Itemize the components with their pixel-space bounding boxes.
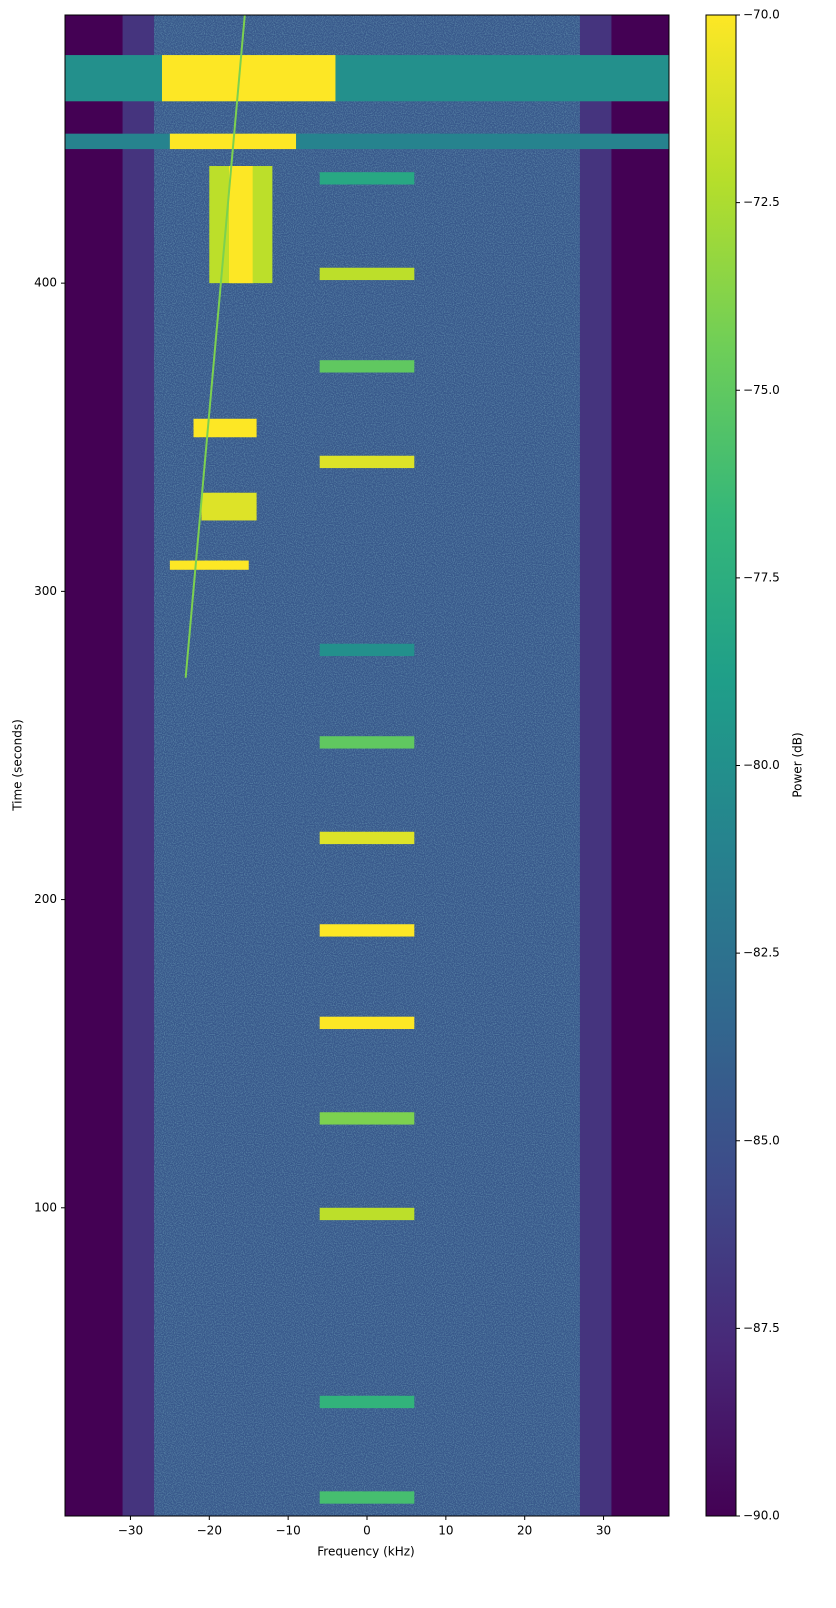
colorbar-tick-label: −82.5	[743, 946, 780, 960]
spectral-region	[319, 1491, 415, 1504]
colorbar-tick-label: −77.5	[743, 570, 780, 584]
colorbar-tick-label: −75.0	[743, 383, 780, 397]
spectral-region	[169, 560, 249, 570]
spectral-region	[161, 55, 336, 102]
y-tick-label: 400	[34, 276, 57, 290]
x-axis-label: Frequency (kHz)	[317, 1545, 414, 1559]
colorbar-tick-label: −87.5	[743, 1321, 780, 1335]
colorbar	[705, 14, 737, 1517]
x-tick-label: 0	[363, 1524, 371, 1538]
spectral-region	[65, 55, 669, 102]
x-tick-label: −20	[197, 1524, 222, 1538]
spectral-region	[319, 360, 415, 373]
spectral-region	[319, 924, 415, 937]
spectral-region	[193, 418, 257, 438]
y-tick-label: 300	[34, 584, 57, 598]
drift-track	[184, 14, 246, 678]
colorbar-tick-label: −85.0	[743, 1133, 780, 1147]
y-axis-label: Time (seconds)	[11, 719, 25, 812]
x-tick-label: −30	[118, 1524, 143, 1538]
x-tick-label: 20	[517, 1524, 532, 1538]
colorbar-label: Power (dB)	[791, 732, 805, 797]
colorbar-tick-label: −70.0	[743, 8, 780, 22]
spectral-region	[201, 492, 257, 521]
spectral-region	[319, 643, 415, 657]
x-tick-label: −10	[275, 1524, 300, 1538]
plot-area	[65, 14, 669, 1516]
x-tick-label: 10	[438, 1524, 453, 1538]
spectral-region	[319, 736, 415, 749]
colorbar-tick-label: −80.0	[743, 758, 780, 772]
spectral-region	[319, 831, 415, 845]
spectral-region	[319, 172, 415, 185]
spectral-region	[319, 455, 415, 469]
x-tick-label: 30	[596, 1524, 611, 1538]
y-tick-label: 200	[34, 892, 57, 906]
spectral-region	[319, 1016, 415, 1030]
spectral-region	[319, 1207, 415, 1221]
y-tick-label: 100	[34, 1200, 57, 1214]
colorbar-tick-label: −72.5	[743, 195, 780, 209]
spectral-region	[319, 1112, 415, 1125]
colorbar-tick-label: −90.0	[743, 1509, 780, 1523]
spectral-region	[319, 267, 415, 281]
spectral-region	[65, 133, 669, 150]
spectral-region	[229, 166, 253, 284]
spectral-region	[319, 1395, 415, 1409]
